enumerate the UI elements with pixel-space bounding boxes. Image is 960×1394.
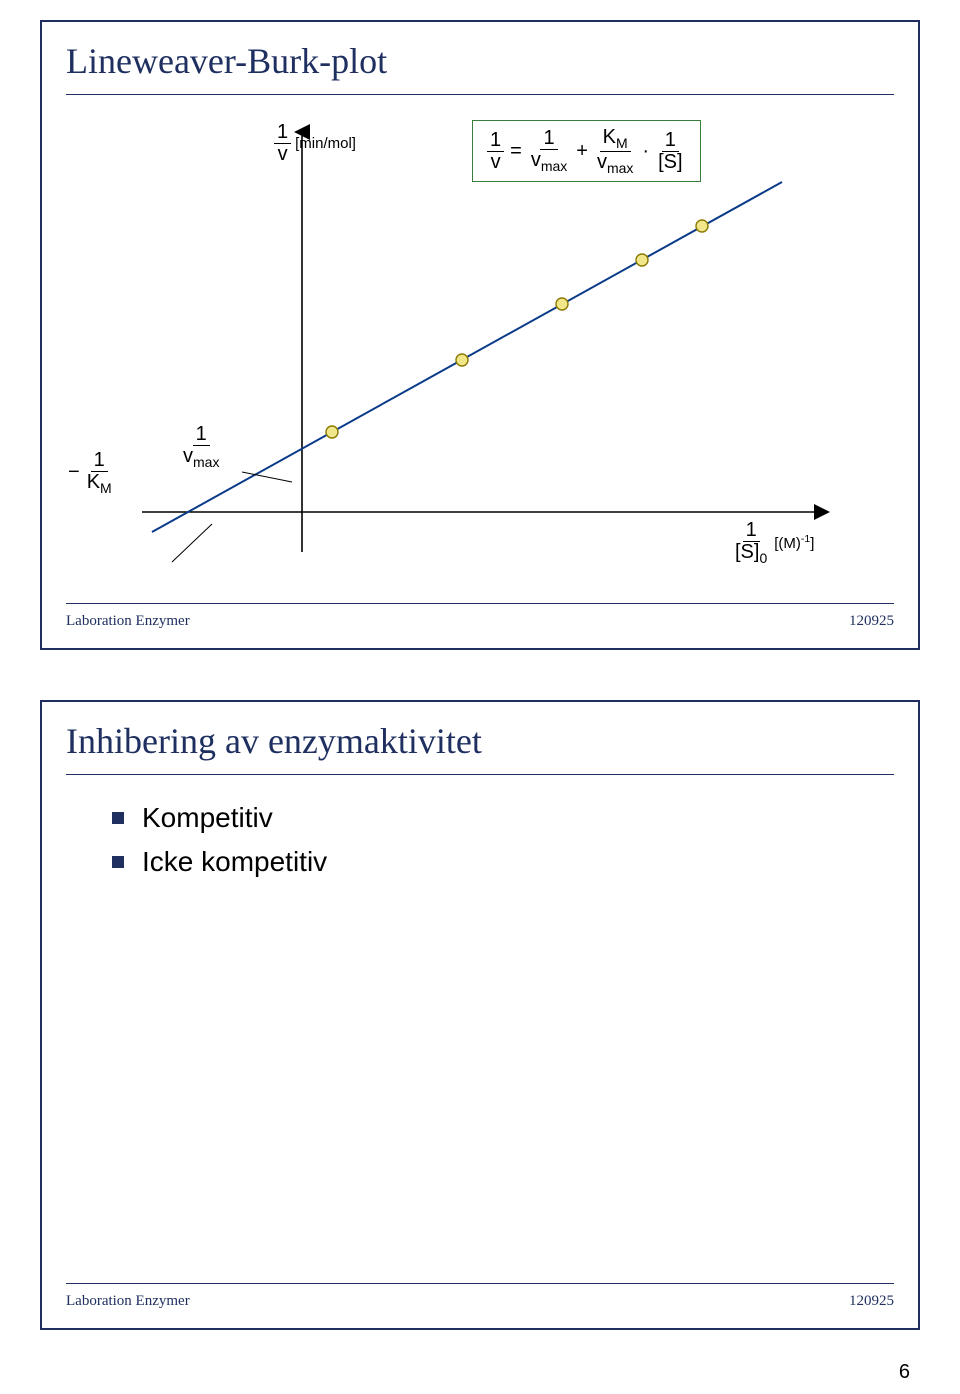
slide-2-title: Inhibering av enzymaktivitet [66,720,918,762]
footer-rule [66,1283,894,1284]
list-item: Kompetitiv [112,802,918,834]
title-rule [66,774,894,775]
footer-right: 120925 [849,1293,894,1310]
slide-1: Lineweaver-Burk-plot 1 v [min/mol] 1 v = [40,20,920,650]
footer-rule [66,603,894,604]
title-rule [66,94,894,95]
page-number: 6 [899,1361,910,1384]
lineweaver-burk-chart [82,112,882,592]
list-item: Icke kompetitiv [112,846,918,878]
slide-1-title: Lineweaver-Burk-plot [66,40,918,82]
chart-area: 1 v [min/mol] 1 v = 1 vmax + KM [82,112,878,588]
footer-right: 120925 [849,613,894,630]
bullet-list: Kompetitiv Icke kompetitiv [112,802,918,878]
footer-left: Laboration Enzymer [66,613,190,630]
footer-left: Laboration Enzymer [66,1293,190,1310]
slide-2: Inhibering av enzymaktivitet Kompetitiv … [40,700,920,1330]
